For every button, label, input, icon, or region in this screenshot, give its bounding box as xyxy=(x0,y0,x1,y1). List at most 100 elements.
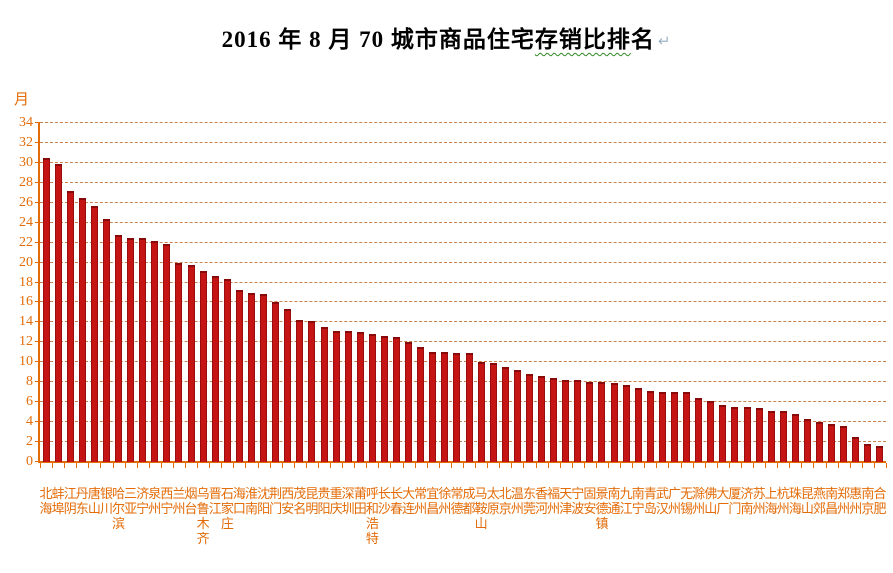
x-axis-label: 苏州 xyxy=(752,486,766,516)
bar xyxy=(78,197,86,462)
x-axis-label: 重庆 xyxy=(329,486,343,516)
x-axis-tick xyxy=(342,463,344,468)
title-text-prefix: 2016 年 8 月 70 城市商品住宅 xyxy=(221,27,535,52)
x-axis-label: 荆门 xyxy=(269,486,283,516)
x-axis-label: 济南 xyxy=(740,486,754,516)
x-axis-label: 厦门 xyxy=(728,486,742,516)
y-axis-tick xyxy=(35,421,40,423)
bar xyxy=(115,234,123,462)
bar xyxy=(332,331,340,462)
x-axis-tick xyxy=(209,463,211,468)
x-axis-tick xyxy=(76,463,78,468)
x-axis-tick xyxy=(317,463,319,468)
bar xyxy=(525,374,533,462)
x-axis-label: 北海 xyxy=(39,486,53,516)
x-axis-tick xyxy=(523,463,525,468)
x-axis-label: 莆田 xyxy=(353,486,367,516)
x-axis-tick xyxy=(849,463,851,468)
x-axis-tick xyxy=(499,463,501,468)
x-axis-label: 西安 xyxy=(281,486,295,516)
x-axis-tick xyxy=(414,463,416,468)
y-axis-tick xyxy=(35,161,40,163)
bar xyxy=(598,382,606,462)
bar xyxy=(368,334,376,462)
bar xyxy=(356,332,364,462)
y-axis-tick-label: 32 xyxy=(19,134,33,150)
bar xyxy=(296,320,304,462)
bar xyxy=(658,392,666,462)
bar xyxy=(779,411,787,462)
bar xyxy=(235,289,243,462)
x-axis-label: 茂名 xyxy=(293,486,307,516)
x-axis-label: 南宁 xyxy=(631,486,645,516)
x-axis-tick xyxy=(753,463,755,468)
x-axis-tick xyxy=(52,463,54,468)
bar xyxy=(248,292,255,462)
bar xyxy=(151,240,159,462)
x-axis-label: 兰州 xyxy=(172,486,186,516)
x-axis-tick xyxy=(765,463,767,468)
bar xyxy=(719,405,727,462)
bar xyxy=(54,163,62,462)
bar xyxy=(816,422,824,462)
grid-line xyxy=(40,122,886,123)
paragraph-mark-icon: ↵ xyxy=(657,34,672,51)
bar xyxy=(828,424,836,462)
y-axis-tick xyxy=(35,261,40,263)
bar xyxy=(477,362,485,462)
x-axis-label: 香河 xyxy=(535,486,549,516)
bar xyxy=(791,414,799,462)
x-axis-label: 杭州 xyxy=(776,486,790,516)
bar xyxy=(743,407,751,462)
bar xyxy=(671,392,678,462)
bar xyxy=(199,270,207,462)
grid-line xyxy=(40,181,886,183)
title-text-spellcheck-wavy-underline: 存销比排 xyxy=(534,27,631,52)
x-axis-label: 合肥 xyxy=(873,486,887,516)
x-axis-label: 银川 xyxy=(99,486,113,516)
grid-line xyxy=(40,341,886,343)
x-axis-tick xyxy=(450,463,452,468)
x-axis-label: 滁州 xyxy=(692,486,706,516)
grid-line xyxy=(40,161,886,163)
bar xyxy=(393,337,401,462)
x-axis-tick xyxy=(438,463,440,468)
x-axis-label: 蚌埠 xyxy=(51,486,65,516)
x-axis-label: 天津 xyxy=(559,486,573,516)
x-axis-label: 贵阳 xyxy=(317,486,331,516)
x-axis-tick xyxy=(245,463,247,468)
bar xyxy=(66,190,74,462)
y-axis-tick xyxy=(35,361,40,363)
bar xyxy=(272,302,280,462)
x-axis-tick xyxy=(88,463,90,468)
x-axis-tick xyxy=(511,463,513,468)
x-axis-label: 九江 xyxy=(619,486,633,516)
x-axis-label: 西宁 xyxy=(160,486,174,516)
x-axis-label: 珠海 xyxy=(788,486,802,516)
x-axis-label: 景德镇 xyxy=(595,486,609,531)
bar xyxy=(840,426,848,462)
x-axis-tick xyxy=(656,463,658,468)
bar xyxy=(501,367,509,462)
y-axis-tick-label: 4 xyxy=(26,414,33,430)
x-axis-tick xyxy=(620,463,622,468)
x-axis-tick xyxy=(378,463,380,468)
x-axis-label: 乌鲁木齐 xyxy=(196,486,210,546)
y-axis-tick-label: 10 xyxy=(19,354,33,370)
x-axis-label: 呼和浩特 xyxy=(365,486,379,546)
x-axis-tick xyxy=(305,463,307,468)
x-axis-label: 常州 xyxy=(414,486,428,516)
x-axis-label: 郑州 xyxy=(837,486,851,516)
bar xyxy=(102,218,110,462)
bar xyxy=(586,382,594,462)
x-axis-label: 丹东 xyxy=(75,486,89,516)
y-axis-tick xyxy=(35,401,40,403)
x-axis-tick xyxy=(571,463,573,468)
grid-line xyxy=(40,221,886,223)
x-axis-tick xyxy=(402,463,404,468)
y-axis-tick-label: 30 xyxy=(19,154,33,170)
x-axis-tick xyxy=(801,463,803,468)
x-axis-label: 福州 xyxy=(547,486,561,516)
y-axis-tick-label: 12 xyxy=(19,334,33,350)
y-axis-tick-label: 8 xyxy=(26,374,33,390)
